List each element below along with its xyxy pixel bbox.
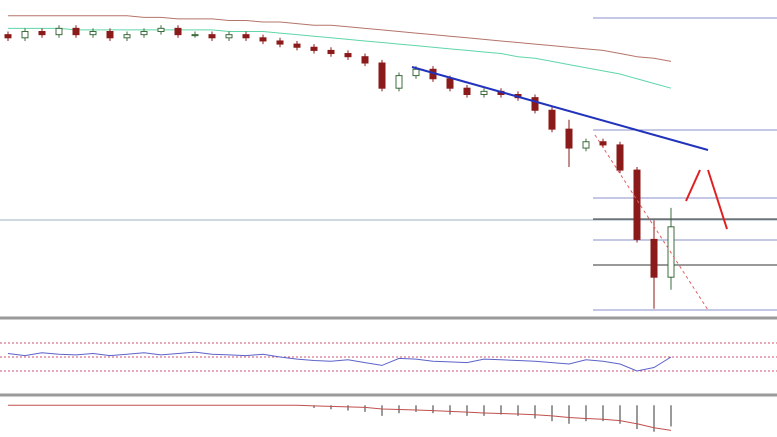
candle-body bbox=[276, 40, 284, 45]
candle-body bbox=[89, 31, 97, 36]
macd-bar bbox=[517, 405, 519, 416]
candle-body bbox=[446, 78, 454, 89]
candle-body bbox=[616, 144, 624, 171]
macd-bar bbox=[568, 405, 570, 424]
candle-body bbox=[157, 27, 165, 33]
candle-body bbox=[310, 46, 318, 51]
macd-bar bbox=[602, 405, 604, 422]
candle-body bbox=[361, 56, 369, 64]
fib-levels bbox=[593, 17, 777, 311]
candle-body bbox=[174, 27, 182, 36]
candle-body bbox=[531, 97, 539, 111]
candle-body bbox=[242, 34, 250, 39]
candle-body bbox=[208, 34, 216, 39]
candle-body bbox=[106, 31, 114, 39]
macd-bar bbox=[483, 405, 485, 416]
candle-body bbox=[55, 27, 63, 36]
candle-body bbox=[480, 90, 488, 95]
candle-body bbox=[140, 31, 148, 36]
macd-bar bbox=[330, 405, 332, 410]
macd-bar bbox=[551, 405, 553, 422]
candle-body bbox=[650, 238, 658, 278]
candle-body bbox=[599, 141, 607, 146]
macd-bar bbox=[449, 405, 451, 415]
candle-body bbox=[293, 43, 301, 48]
macd-bar bbox=[381, 405, 383, 416]
candle-body bbox=[21, 31, 29, 39]
projection-arrow bbox=[707, 169, 728, 230]
macd-bar bbox=[313, 405, 315, 408]
candle-body bbox=[463, 87, 471, 95]
trendline bbox=[411, 66, 709, 151]
macd-bar bbox=[415, 405, 417, 412]
candle-body bbox=[395, 75, 403, 89]
candle-body bbox=[72, 27, 80, 36]
projection-line bbox=[594, 134, 709, 311]
macd-bar bbox=[670, 405, 672, 427]
macd-bar bbox=[653, 405, 655, 432]
candle-body bbox=[38, 31, 46, 36]
macd-bar bbox=[500, 405, 502, 415]
candle-body bbox=[548, 109, 556, 130]
macd-bar bbox=[347, 405, 349, 411]
candle-body bbox=[633, 169, 641, 240]
projection-arrow bbox=[685, 169, 701, 202]
candle-body bbox=[344, 53, 352, 58]
moving-average bbox=[8, 15, 672, 62]
candle-body bbox=[565, 128, 573, 149]
macd-bar bbox=[585, 405, 587, 422]
rsi-line bbox=[7, 351, 672, 372]
macd-bar bbox=[619, 405, 621, 424]
candle-body bbox=[191, 34, 199, 37]
macd-bar bbox=[364, 405, 366, 412]
moving-average bbox=[8, 27, 672, 89]
candle-body bbox=[225, 34, 233, 39]
candle-body bbox=[259, 37, 267, 42]
macd-bar bbox=[534, 405, 536, 419]
macd-line bbox=[8, 404, 672, 431]
candle-body bbox=[4, 34, 12, 39]
candle-body bbox=[378, 62, 386, 89]
candle-body bbox=[412, 68, 420, 77]
candle-body bbox=[123, 34, 131, 39]
macd-bar bbox=[466, 405, 468, 416]
macd-bar bbox=[432, 405, 434, 414]
macd-bar bbox=[636, 405, 638, 430]
candle-body bbox=[582, 141, 590, 149]
candle-body bbox=[327, 49, 335, 55]
